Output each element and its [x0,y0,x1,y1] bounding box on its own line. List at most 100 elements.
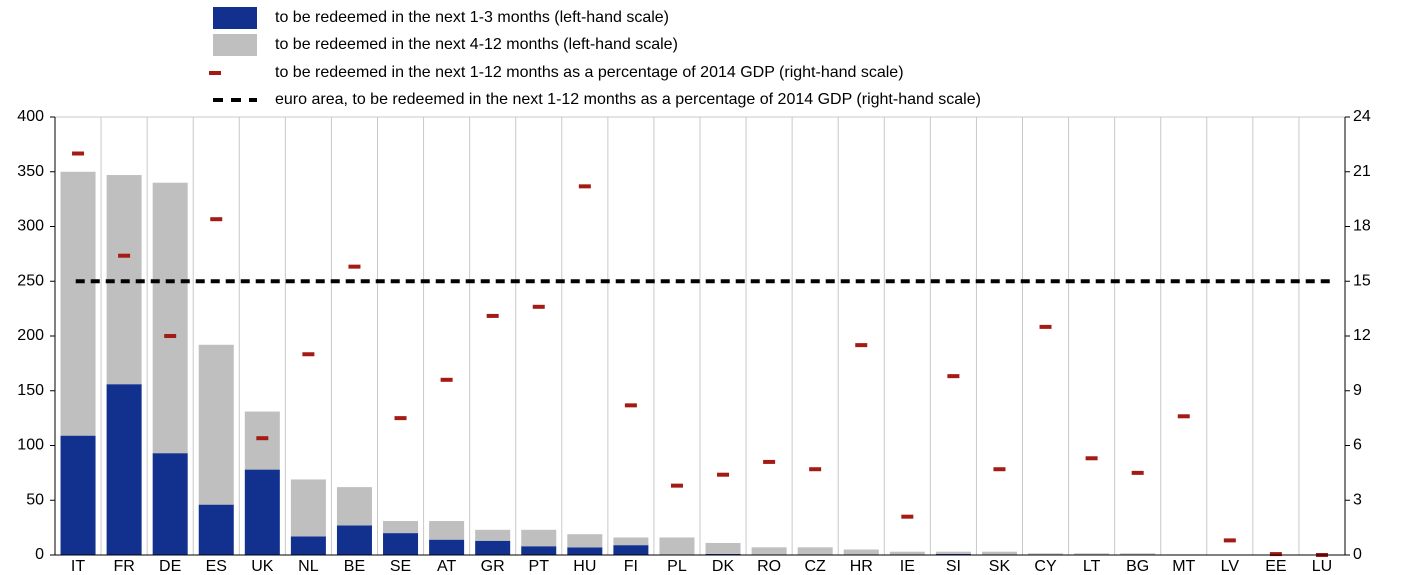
y-tick-label: 350 [17,163,44,180]
y2-tick-label: 18 [1353,218,1371,235]
marker [947,374,960,379]
bar [152,182,188,454]
y-tick-label: 300 [17,218,44,235]
bar [751,547,787,555]
x-tick-label: NL [298,558,319,575]
marker [1269,552,1282,557]
y-tick-label: 400 [17,108,44,125]
x-tick-label: HU [573,558,596,575]
bar [336,487,372,526]
y-tick-label: 100 [17,437,44,454]
x-tick-label: PL [667,558,687,575]
x-tick-label: GR [481,558,505,575]
marker [1177,414,1190,419]
x-tick-label: PT [529,558,550,575]
x-tick-label: IE [900,558,915,575]
marker [486,313,499,318]
marker [1223,538,1236,543]
marker [1039,324,1052,329]
x-tick-label: CZ [805,558,827,575]
bar [198,344,234,505]
y2-tick-label: 21 [1353,163,1371,180]
y-tick-label: 150 [17,382,44,399]
bar [797,547,833,555]
marker [901,514,914,519]
marker [302,352,315,357]
x-tick-label: BE [344,558,365,575]
legend-label: euro area, to be redeemed in the next 1-… [275,91,981,108]
x-tick-label: HR [850,558,873,575]
x-tick-label: SE [390,558,411,575]
x-tick-label: UK [251,558,274,575]
bar [383,533,419,555]
x-tick-label: FR [113,558,134,575]
bar [613,537,649,546]
marker [578,184,591,189]
y2-tick-label: 15 [1353,272,1371,289]
bar [336,525,372,555]
bar [521,546,557,555]
y-tick-label: 200 [17,327,44,344]
x-tick-label: BG [1126,558,1149,575]
marker [1131,470,1144,475]
bar [981,551,1017,555]
bar [705,542,741,554]
x-tick-label: DE [159,558,181,575]
x-tick-label: SK [989,558,1011,575]
bar [429,539,465,555]
legend-swatch [213,34,257,56]
y2-tick-label: 9 [1353,382,1362,399]
marker [440,377,453,382]
bar [198,504,234,555]
bar [429,521,465,540]
legend-label: to be redeemed in the next 1-12 months a… [275,64,904,81]
y2-tick-label: 3 [1353,491,1362,508]
bar [889,551,925,555]
y2-tick-label: 24 [1353,108,1371,125]
marker [1085,456,1098,461]
x-tick-label: IT [71,558,85,575]
marker [717,472,730,477]
y2-tick-label: 6 [1353,437,1362,454]
bar [60,435,96,555]
bar [1028,553,1064,555]
y-tick-label: 250 [17,272,44,289]
marker [118,253,131,258]
bar [290,479,326,537]
x-tick-label: CY [1034,558,1057,575]
bar [1074,553,1110,555]
marker [256,436,269,441]
x-tick-label: SI [946,558,961,575]
x-tick-label: LU [1312,558,1332,575]
bar [60,171,96,436]
y2-tick-label: 12 [1353,327,1371,344]
marker [532,304,545,309]
bar [244,469,280,555]
x-tick-label: FI [624,558,638,575]
marker [763,459,776,464]
x-tick-label: ES [206,558,227,575]
x-tick-label: LV [1221,558,1240,575]
bar [659,537,695,555]
legend-swatch [213,7,257,29]
x-tick-label: DK [712,558,735,575]
x-tick-label: MT [1172,558,1195,575]
bar [152,453,188,555]
legend-label: to be redeemed in the next 1-3 months (l… [275,9,669,26]
marker [394,416,407,421]
bar [1120,553,1156,555]
bar [383,521,419,534]
bar [244,411,280,470]
x-tick-label: AT [437,558,456,575]
bar [935,553,971,555]
marker [670,483,683,488]
bar [935,551,971,554]
marker [624,403,637,408]
legend-label: to be redeemed in the next 4-12 months (… [275,36,678,53]
x-tick-label: RO [757,558,781,575]
marker [164,334,177,338]
y-tick-label: 50 [26,491,44,508]
bar [567,534,603,548]
bar [475,540,511,555]
